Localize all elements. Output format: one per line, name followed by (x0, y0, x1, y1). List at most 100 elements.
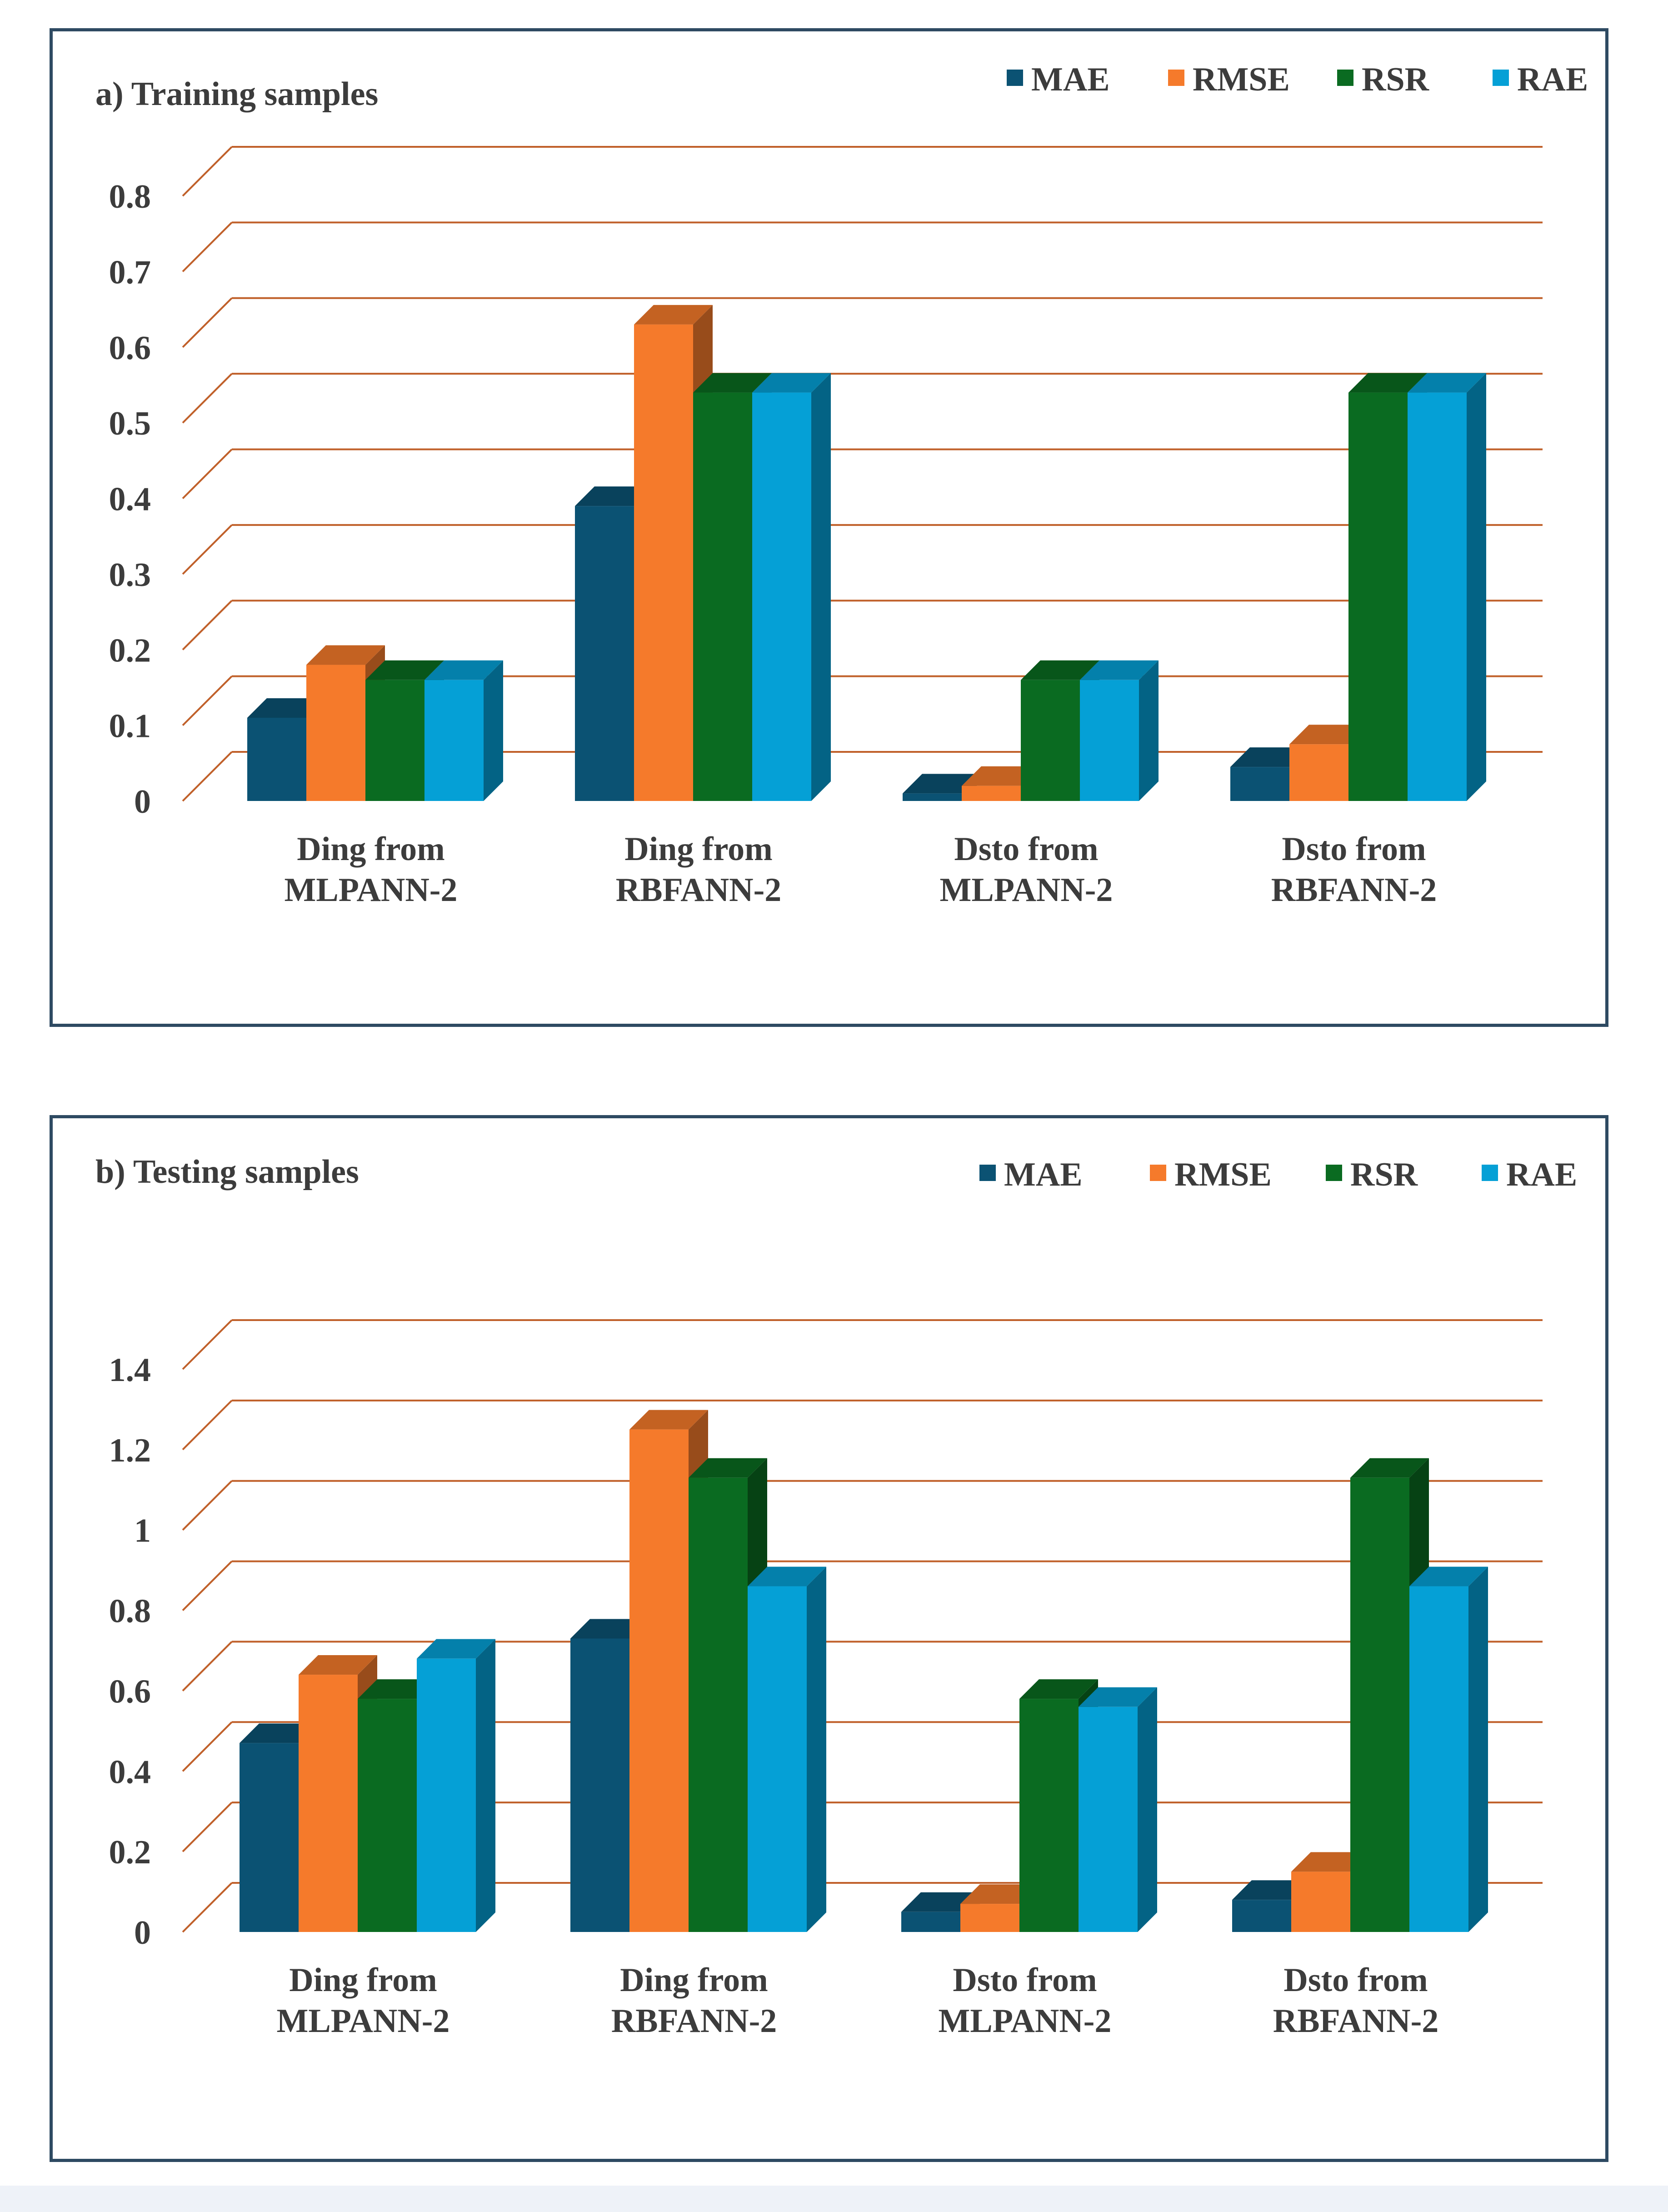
bar-side (1467, 373, 1486, 801)
y-tick-label: 0.8 (109, 178, 151, 215)
bar-top (1409, 1566, 1488, 1586)
bar-top (1019, 1679, 1098, 1699)
bar-top (1080, 660, 1159, 680)
legend-label-mae: MAE (1004, 1156, 1083, 1193)
gridline-diagonal (182, 221, 233, 272)
y-tick-label: 0.8 (109, 1593, 151, 1630)
x-category-label-line: Dsto from (954, 831, 1098, 868)
gridline-diagonal (182, 1721, 233, 1772)
y-tick-label: 1 (134, 1512, 151, 1550)
y-tick-label: 1.4 (109, 1351, 151, 1389)
bar-front (634, 324, 693, 801)
bar-front (1019, 1699, 1079, 1932)
legend-label-rmse: RMSE (1193, 61, 1290, 98)
y-tick-label: 0.7 (109, 254, 151, 291)
bar-top (424, 660, 503, 680)
y-tick-label: 0.6 (109, 1673, 151, 1710)
bar-front (365, 680, 424, 801)
chart-title: a) Training samples (95, 75, 378, 113)
gridlines (182, 146, 1543, 802)
bar-top (417, 1639, 495, 1659)
bar-top (1350, 1458, 1429, 1478)
x-category-label-line: Ding from (289, 1962, 437, 1999)
bar-front (240, 1743, 299, 1932)
legend-label-mae: MAE (1031, 61, 1110, 98)
bar-top (748, 1566, 826, 1586)
x-category-label-line: RBFANN-2 (1271, 871, 1437, 909)
gridline-diagonal (182, 297, 233, 348)
bar-top (634, 305, 713, 325)
bar-top (575, 486, 654, 506)
gridline-diagonal (182, 1319, 233, 1370)
gridline-diagonal (182, 524, 233, 575)
bar-top (901, 1892, 980, 1912)
bar-front (1408, 392, 1467, 801)
y-tick-label: 0.2 (109, 632, 151, 669)
bar-a-2-rae (1080, 660, 1159, 801)
bar-front (1291, 1872, 1350, 1932)
bar-front (901, 1912, 960, 1932)
legend: MAE RMSE RSR RAE (1007, 61, 1588, 98)
bar-front (693, 392, 752, 801)
bar-b-1-rae (748, 1566, 826, 1932)
training-chart: a) Training samples MAE RMSE RSR RAE00.10.20… (95, 61, 1588, 909)
x-category-label-line: Ding from (624, 831, 772, 868)
bar-top (365, 660, 444, 680)
x-category-label-line: MLPANN-2 (940, 871, 1113, 909)
legend-swatch-rsr (1337, 70, 1353, 86)
bar-front (962, 786, 1021, 801)
bar-b-3-rae (1409, 1566, 1488, 1932)
gridline-diagonal (182, 146, 233, 197)
legend-swatch-rmse (1150, 1165, 1166, 1181)
bar-front (629, 1429, 689, 1932)
bar-front (752, 392, 811, 801)
bar-b-2-rae (1079, 1687, 1157, 1932)
bar-front (1079, 1707, 1138, 1932)
legend-label-rae: RAE (1506, 1156, 1577, 1193)
bar-front (689, 1477, 748, 1932)
bar-front (903, 793, 962, 801)
legend-label-rsr: RSR (1362, 61, 1430, 98)
legend: MAE RMSE RSR RAE (979, 1156, 1577, 1193)
x-category-label-line: MLPANN-2 (939, 2002, 1112, 2040)
bar-b-0-rae (417, 1639, 495, 1932)
bar-top (358, 1679, 436, 1699)
bar-side (476, 1639, 495, 1932)
gridline-diagonal (182, 1802, 233, 1852)
bar-top (1230, 747, 1309, 767)
bar-a-0-rae (424, 660, 503, 801)
bottom-strip (0, 2186, 1668, 2212)
gridline-diagonal (182, 1400, 233, 1451)
bar-top (962, 766, 1040, 786)
bar-top (570, 1619, 649, 1639)
bar-top (1289, 725, 1368, 745)
x-category-label-line: RBFANN-2 (616, 871, 781, 909)
bar-top (689, 1458, 767, 1478)
bar-front (748, 1586, 807, 1932)
bar-side (1138, 1687, 1157, 1932)
bar-front (1348, 392, 1408, 801)
bar-front (960, 1904, 1019, 1932)
bar-top (306, 645, 385, 665)
gridline-diagonal (182, 1641, 233, 1692)
bar-front (299, 1675, 358, 1932)
x-category-label-line: Dsto from (953, 1962, 1097, 1999)
gridline-diagonal (182, 1882, 233, 1933)
bar-b-2-mae (901, 1892, 980, 1932)
bar-top (752, 373, 831, 393)
y-tick-label: 0.2 (109, 1834, 151, 1871)
bar-side (807, 1566, 826, 1932)
bar-top (960, 1884, 1039, 1904)
bar-front (1230, 767, 1289, 801)
y-tick-label: 0.5 (109, 405, 151, 442)
y-tick-label: 0.4 (109, 481, 151, 518)
bar-top (240, 1723, 318, 1743)
legend-label-rsr: RSR (1350, 1156, 1418, 1193)
bar-top (903, 774, 981, 794)
y-tick-label: 0 (134, 783, 151, 821)
bars (247, 305, 1486, 801)
bar-top (1408, 373, 1486, 393)
y-tick-label: 0 (134, 1914, 151, 1952)
